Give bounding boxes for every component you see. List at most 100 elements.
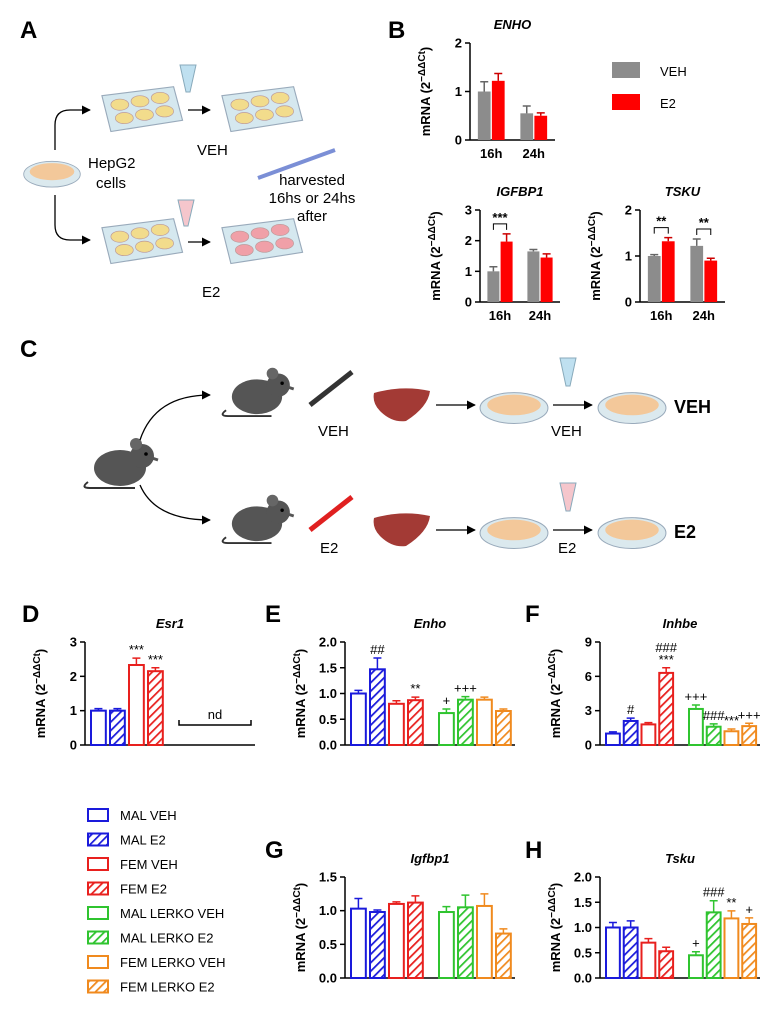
bar (540, 257, 553, 302)
y-label-sup: −ΔΔCt (417, 50, 428, 81)
bar (495, 932, 512, 979)
x-tick-label: 16h (650, 308, 672, 323)
legend-swatch (612, 62, 640, 78)
bar (109, 709, 126, 747)
significance-label: ** (699, 215, 710, 230)
legend-swatch (87, 979, 109, 994)
significance-label: +++ (454, 681, 477, 696)
y-tick-label: 0.5 (319, 937, 337, 952)
panel-label: C (20, 336, 37, 363)
syringe (308, 495, 354, 532)
y-label-close: ) (293, 883, 308, 887)
bar (388, 902, 405, 980)
plate (101, 86, 184, 133)
legend-label: E2 (660, 96, 676, 111)
bar (487, 271, 500, 302)
significance-label: ## (370, 642, 385, 657)
y-label-base: mRNA (2 (548, 684, 563, 738)
bar (457, 906, 474, 979)
error-bar (608, 921, 617, 928)
y-axis-label: mRNA (2−ΔΔCt) (547, 883, 564, 973)
significance-label: *** (148, 652, 163, 667)
y-label-close: ) (418, 47, 433, 51)
comparison-bracket (492, 223, 508, 230)
bar (491, 80, 505, 140)
error-bar (502, 233, 511, 242)
chart-title: Inhbe (663, 616, 698, 631)
significance-label: + (443, 693, 451, 708)
legend-swatch (87, 857, 109, 871)
error-bar (644, 721, 653, 725)
y-label-close: ) (293, 649, 308, 653)
x-tick-label: 16h (489, 308, 511, 323)
error-bar (411, 895, 420, 903)
y-tick-label: 1.5 (574, 895, 592, 910)
y-tick-label: 1.0 (319, 686, 337, 701)
error-bar (529, 248, 538, 252)
y-label-close: ) (428, 211, 443, 215)
note: nd (208, 707, 222, 722)
error-bar (480, 893, 489, 906)
x-tick-label: 24h (693, 308, 715, 323)
error-bar (650, 253, 659, 256)
legend-swatch (87, 881, 109, 896)
y-tick-label: 2.0 (574, 870, 592, 885)
legend-swatch (87, 906, 109, 920)
label: VEH (318, 423, 349, 440)
bar (705, 911, 722, 979)
error-bar (489, 265, 498, 272)
error-bar (542, 253, 551, 258)
y-tick-label: 0 (455, 133, 462, 148)
y-tick-label: 1.0 (574, 920, 592, 935)
error-bar (662, 667, 671, 673)
label: cells (96, 175, 126, 192)
bar (704, 260, 718, 302)
bar (705, 725, 722, 747)
error-bar (392, 699, 401, 704)
legend-swatch (87, 930, 109, 945)
bar (741, 922, 758, 980)
mouse (221, 366, 296, 418)
y-tick-label: 0 (465, 295, 472, 310)
y-label-sup: −ΔΔCt (587, 215, 598, 246)
bar (457, 698, 474, 746)
error-bar (745, 917, 754, 924)
significance-label: *** (129, 642, 144, 657)
legend-label: MAL E2 (120, 833, 166, 848)
y-tick-label: 0 (625, 295, 632, 310)
label: VEH (674, 397, 711, 417)
legend-label: MAL VEH (120, 808, 177, 823)
bar (477, 91, 491, 140)
bar (495, 710, 512, 747)
error-bar (644, 937, 653, 943)
arrow (139, 390, 211, 441)
dish (23, 160, 81, 188)
dish (597, 517, 667, 550)
mouse (82, 436, 160, 490)
y-tick-label: 3 (70, 635, 77, 650)
bar (500, 241, 513, 302)
label: E2 (674, 522, 696, 542)
legend-label: FEM LERKO VEH (120, 955, 225, 970)
bar (647, 256, 661, 302)
x-tick-label: 16h (480, 146, 502, 161)
significance-label: ### (703, 885, 725, 900)
bar (520, 113, 534, 140)
dish (479, 517, 549, 550)
label: VEH (551, 423, 582, 440)
pipette (257, 148, 336, 180)
error-bar (692, 238, 701, 246)
y-tick-label: 9 (585, 635, 592, 650)
bar (688, 954, 704, 980)
significance-label: *** (492, 210, 508, 225)
error-bar (480, 696, 489, 700)
y-label-sup: −ΔΔCt (547, 652, 558, 683)
error-bar (373, 909, 382, 913)
error-bar (132, 657, 141, 666)
dish (597, 392, 667, 425)
error-bar (727, 910, 736, 919)
diagram-c: VEH VEH VEH E2 E2 E2 (82, 357, 711, 557)
panel-label: G (265, 837, 284, 864)
significance-label: *** (659, 652, 674, 667)
